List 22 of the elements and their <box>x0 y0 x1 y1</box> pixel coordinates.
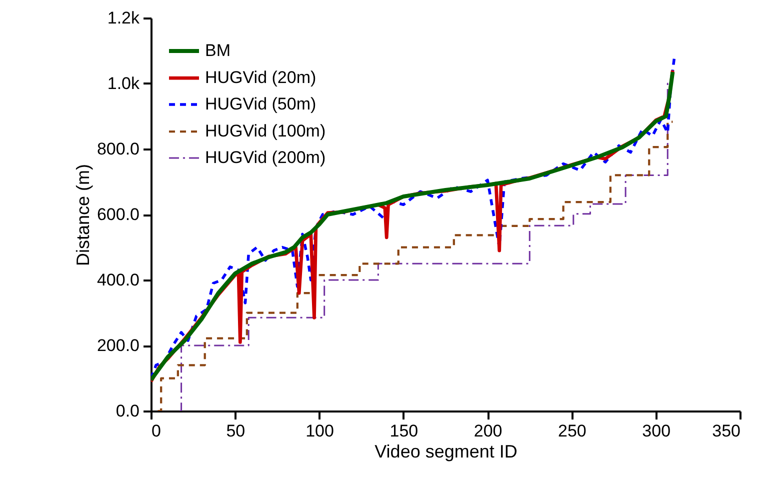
y-tick-label: 1.0k <box>107 74 140 93</box>
y-tick-label: 400.0 <box>96 270 140 290</box>
legend-label: HUGVid (200m) <box>205 148 326 167</box>
x-tick-label: 200 <box>474 422 502 440</box>
x-tick-label: 300 <box>642 422 671 440</box>
legend-label: HUGVid (20m) <box>205 68 316 87</box>
x-tick-label: 100 <box>306 422 334 440</box>
x-tick-label: 250 <box>558 422 586 440</box>
legend-label: HUGVid (50m) <box>205 94 316 114</box>
y-tick-label: 1.2k <box>107 8 140 28</box>
x-axis-title: Video segment ID <box>374 442 518 462</box>
x-tick-label: 50 <box>226 422 246 440</box>
y-tick-label: 0.0 <box>116 402 140 420</box>
x-tick-label: 0 <box>152 422 161 440</box>
x-tick-label: 350 <box>712 422 740 440</box>
legend-label: HUGVid (100m) <box>205 122 326 140</box>
legend-label: BM <box>205 41 230 60</box>
y-tick-label: 200.0 <box>96 336 140 355</box>
x-tick-label: 150 <box>390 422 418 440</box>
y-axis-title: Distance (m) <box>72 164 93 266</box>
y-tick-label: 800.0 <box>96 140 140 158</box>
y-tick-label: 600.0 <box>96 205 140 224</box>
